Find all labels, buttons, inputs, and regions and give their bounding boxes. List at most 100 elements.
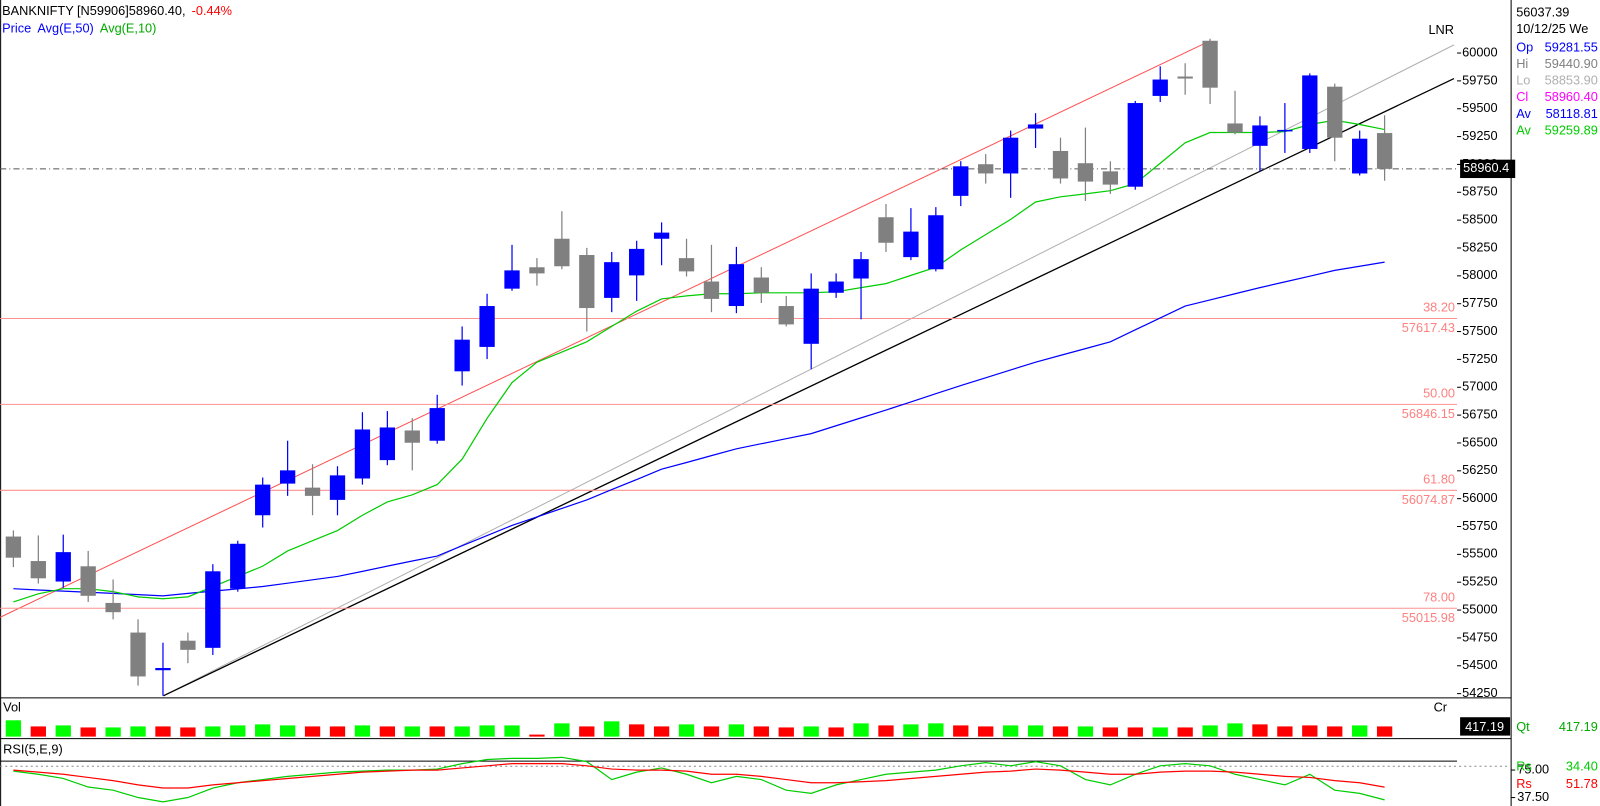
- volume-bar: [828, 727, 844, 737]
- y-tick-label: 57500: [1462, 323, 1497, 338]
- volume-bar: [504, 725, 520, 737]
- volume-bar: [853, 723, 869, 737]
- candle-body: [55, 552, 71, 582]
- y-tick-label: 57000: [1462, 379, 1497, 394]
- volume-bar: [1227, 723, 1243, 737]
- y-tick-label: 58750: [1462, 184, 1497, 199]
- volume-bar: [703, 726, 720, 737]
- candle-body: [205, 571, 221, 648]
- y-tick-label: 59500: [1462, 100, 1497, 115]
- candle-body: [5, 536, 22, 558]
- info-label: Av: [1516, 122, 1531, 137]
- candle-body: [1127, 103, 1143, 187]
- candle-body: [579, 255, 595, 309]
- volume-bar: [379, 726, 396, 737]
- candle-body: [1227, 123, 1243, 133]
- header: BANKNIFTY [N59906]58960.40, -0.44%: [2, 4, 232, 19]
- volume-bar: [953, 725, 969, 737]
- candle-body: [903, 231, 919, 258]
- candle-body: [803, 288, 819, 344]
- candle-body: [728, 264, 745, 307]
- y-tick-label: 56000: [1462, 490, 1497, 505]
- candle-body: [1252, 125, 1268, 146]
- y-tick-label: 58250: [1462, 239, 1497, 254]
- candle-body: [155, 667, 171, 671]
- volume-bar: [803, 726, 819, 737]
- volume-bar: [678, 724, 695, 737]
- volume-bar: [180, 727, 196, 737]
- volume-bar: [55, 725, 71, 737]
- trend-line: [163, 44, 1455, 697]
- candle-body: [778, 306, 794, 325]
- volume-bar: [778, 727, 794, 737]
- y-tick-label: 60000: [1462, 44, 1497, 59]
- rsi-legend-name: Rs: [1516, 776, 1532, 791]
- y-tick-label: 55750: [1462, 518, 1497, 533]
- volume-bar: [205, 726, 221, 737]
- candle-body: [1177, 76, 1193, 79]
- volume-bar: [155, 726, 171, 737]
- info-value: 59440.90: [1545, 56, 1598, 71]
- y-tick-label: 54500: [1462, 657, 1497, 672]
- info-value: 58960.40: [1545, 89, 1598, 104]
- candle-body: [30, 561, 46, 579]
- volume-bar: [629, 724, 645, 737]
- candle-body: [928, 215, 944, 270]
- volume-bar: [1327, 726, 1343, 737]
- y-tick-label: 59750: [1462, 72, 1497, 87]
- candle-body: [404, 430, 420, 443]
- last-price-label: 58960.4: [1463, 160, 1509, 175]
- candle-body: [1052, 150, 1069, 179]
- candle-body: [1077, 163, 1094, 182]
- candle-body: [329, 475, 346, 500]
- trend-line: [0, 40, 1211, 618]
- candle-body: [753, 277, 769, 293]
- volume-bar: [454, 726, 470, 737]
- volume-bar: [728, 724, 745, 737]
- legend-entry: Avg(E,10): [100, 21, 156, 36]
- volume-bar: [479, 725, 495, 737]
- rsi-legend-name: Rs: [1516, 759, 1532, 774]
- candle-body: [629, 248, 645, 276]
- volume-bar: [230, 725, 246, 737]
- candle-body: [379, 427, 396, 461]
- rsi-label: RSI(5,E,9): [3, 741, 63, 756]
- annotation: LNR: [1428, 22, 1454, 37]
- y-tick-label: 56750: [1462, 406, 1497, 421]
- candle-body: [1152, 79, 1168, 96]
- volume-bar: [604, 721, 620, 737]
- candle-body: [1027, 124, 1044, 129]
- last-price-box: [1460, 159, 1516, 179]
- y-tick-label: 57750: [1462, 295, 1497, 310]
- volume-bar: [1202, 725, 1218, 737]
- symbol: BANKNIFTY [N59906]58960.40,: [2, 4, 185, 19]
- candle-body: [454, 339, 470, 372]
- volume-bar: [80, 727, 96, 737]
- fib-ratio: 38.20: [1423, 300, 1455, 315]
- candle-body: [554, 238, 570, 267]
- y-tick-label: 55000: [1462, 601, 1497, 616]
- y-tick-label: 54750: [1462, 629, 1497, 644]
- candle-body: [878, 217, 894, 243]
- candle-body: [1352, 138, 1368, 174]
- legend: Price Avg(E,50) Avg(E,10): [2, 21, 156, 36]
- y-tick-label: 56250: [1462, 462, 1497, 477]
- candle-body: [1102, 171, 1119, 185]
- candle-body: [230, 543, 246, 589]
- rsi-legend-value: 34.40: [1566, 759, 1598, 774]
- fib-ratio: 50.00: [1423, 386, 1455, 401]
- volume-bar: [903, 724, 919, 737]
- change: -0.44%: [192, 4, 232, 19]
- volume-bar: [1027, 725, 1044, 737]
- fib-price: 56846.15: [1402, 406, 1455, 421]
- candle-body: [1302, 75, 1318, 149]
- candle-body: [853, 259, 869, 279]
- y-tick-label: 56500: [1462, 434, 1497, 449]
- candle-body: [255, 484, 271, 516]
- volume-bar: [1302, 725, 1318, 737]
- volume-bar: [1177, 727, 1193, 737]
- candle-body: [529, 267, 545, 274]
- volume-bar: [1152, 727, 1168, 737]
